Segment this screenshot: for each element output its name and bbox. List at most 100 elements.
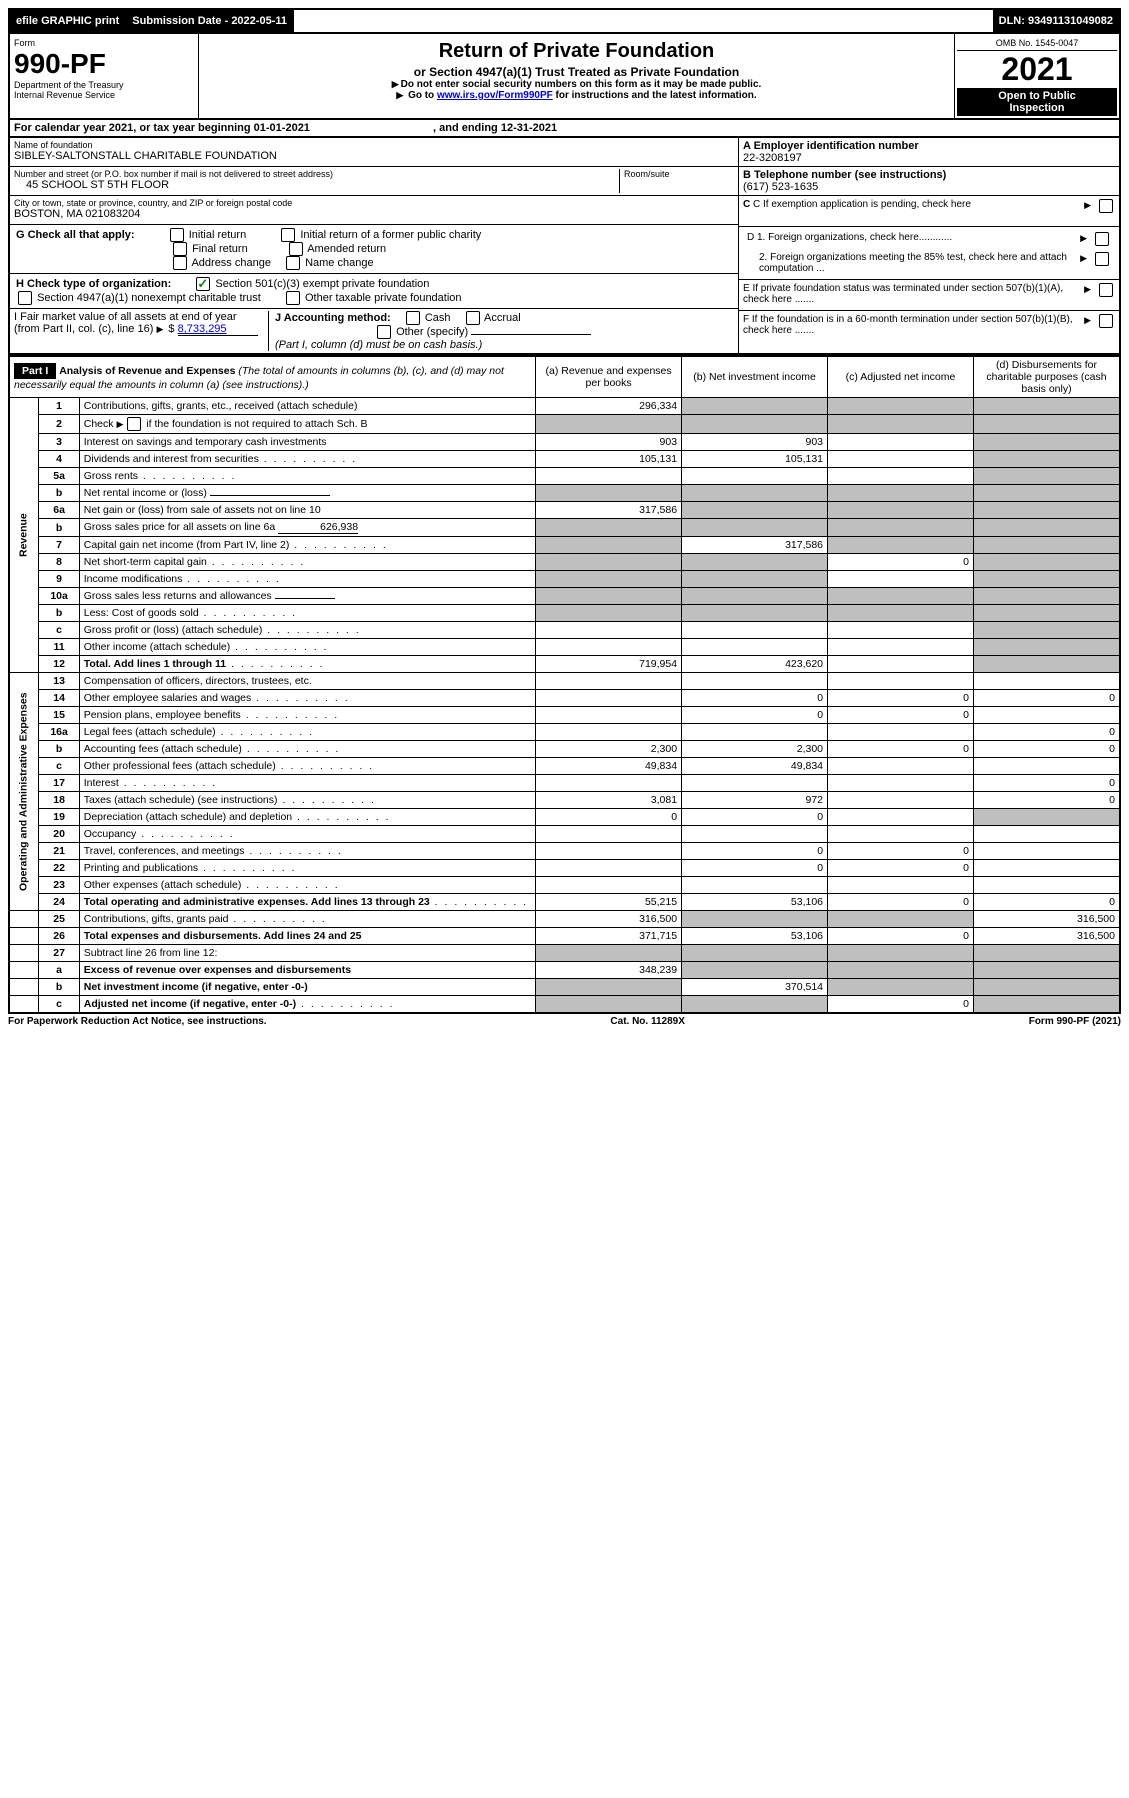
form-ref: Form 990-PF (2021): [1029, 1016, 1121, 1027]
checkbox-initial-former[interactable]: [281, 228, 295, 242]
checkbox-address-change[interactable]: [173, 256, 187, 270]
line-5b: b Net rental income or (loss): [9, 485, 1120, 502]
entity-left: Name of foundation SIBLEY-SALTONSTALL CH…: [10, 138, 739, 353]
entity-block: Name of foundation SIBLEY-SALTONSTALL CH…: [8, 138, 1121, 355]
address-row: Number and street (or P.O. box number if…: [10, 167, 738, 196]
checkbox-name-change[interactable]: [286, 256, 300, 270]
part1-badge: Part I: [14, 363, 56, 379]
ein-row: A Employer identification number 22-3208…: [739, 138, 1119, 167]
checkbox-amended-return[interactable]: [289, 242, 303, 256]
ein-value: 22-3208197: [743, 152, 802, 164]
entity-right: A Employer identification number 22-3208…: [739, 138, 1119, 353]
phone-value: (617) 523-1635: [743, 181, 818, 193]
checkbox-501c3[interactable]: [196, 277, 210, 291]
irs-label: Internal Revenue Service: [14, 90, 194, 100]
line-27b: b Net investment income (if negative, en…: [9, 979, 1120, 996]
form990pf-link[interactable]: www.irs.gov/Form990PF: [437, 90, 553, 101]
g-label: G Check all that apply:: [16, 229, 135, 241]
line-16c: c Other professional fees (attach schedu…: [9, 758, 1120, 775]
form-header: Form 990-PF Department of the Treasury I…: [8, 34, 1121, 120]
checkbox-initial-return[interactable]: [170, 228, 184, 242]
omb-number: OMB No. 1545-0047: [957, 36, 1117, 51]
line-1: Revenue 1 Contributions, gifts, grants, …: [9, 398, 1120, 415]
form-title: Return of Private Foundation: [203, 40, 950, 63]
line-21: 21 Travel, conferences, and meetings 0 0: [9, 843, 1120, 860]
form-number: 990-PF: [14, 48, 194, 80]
dept-treasury: Department of the Treasury: [14, 80, 194, 90]
header-right: OMB No. 1545-0047 2021 Open to Public In…: [955, 34, 1119, 118]
top-bar: efile GRAPHIC print Submission Date - 20…: [8, 8, 1121, 34]
checkbox-other-method[interactable]: [377, 325, 391, 339]
name-label: Name of foundation: [14, 140, 734, 150]
checkbox-f-60month[interactable]: [1099, 314, 1113, 328]
e-row: E If private foundation status was termi…: [739, 280, 1119, 311]
line-7: 7 Capital gain net income (from Part IV,…: [9, 537, 1120, 554]
d-row: D 1. Foreign organizations, check here..…: [739, 227, 1119, 280]
col-d-header: (d) Disbursements for charitable purpose…: [973, 356, 1120, 398]
checkbox-4947[interactable]: [18, 291, 32, 305]
note2-pre: Go to: [408, 90, 437, 101]
fmv-value[interactable]: 8,733,295: [178, 323, 258, 336]
col-b-header: (b) Net investment income: [682, 356, 828, 398]
city-state-zip: BOSTON, MA 021083204: [14, 208, 734, 220]
rental-income-line[interactable]: [210, 495, 330, 496]
checkbox-other-taxable[interactable]: [286, 291, 300, 305]
city-label: City or town, state or province, country…: [14, 198, 734, 208]
line-27c: c Adjusted net income (if negative, ente…: [9, 996, 1120, 1014]
city-row: City or town, state or province, country…: [10, 196, 738, 225]
note-ssn: Do not enter social security numbers on …: [203, 79, 950, 90]
part1-header-row: Part I Analysis of Revenue and Expenses …: [9, 356, 1120, 398]
line-11: 11 Other income (attach schedule): [9, 639, 1120, 656]
line-22: 22 Printing and publications 0 0: [9, 860, 1120, 877]
c-pending-row: C C If exemption application is pending,…: [739, 196, 1119, 227]
phone-label: B Telephone number (see instructions): [743, 169, 946, 181]
line-16b: b Accounting fees (attach schedule) 2,30…: [9, 741, 1120, 758]
form-word: Form: [14, 38, 194, 48]
checkbox-c-pending[interactable]: [1099, 199, 1113, 213]
line-6b: b Gross sales price for all assets on li…: [9, 519, 1120, 537]
col-c-header: (c) Adjusted net income: [828, 356, 974, 398]
tax-year: 2021: [957, 51, 1117, 88]
line-17: 17 Interest 0: [9, 775, 1120, 792]
col-a-header: (a) Revenue and expenses per books: [536, 356, 682, 398]
line-26: 26 Total expenses and disbursements. Add…: [9, 928, 1120, 945]
line-24: 24 Total operating and administrative ex…: [9, 894, 1120, 911]
street-address: 45 SCHOOL ST 5TH FLOOR: [14, 179, 619, 191]
j-label: J Accounting method:: [275, 312, 391, 324]
efile-print-label[interactable]: efile GRAPHIC print: [10, 10, 126, 32]
line-6a: 6a Net gain or (loss) from sale of asset…: [9, 502, 1120, 519]
checkbox-d1-foreign[interactable]: [1095, 232, 1109, 246]
phone-row: B Telephone number (see instructions) (6…: [739, 167, 1119, 196]
checkbox-d2-85pct[interactable]: [1095, 252, 1109, 266]
revenue-side-label: Revenue: [9, 398, 39, 673]
page-footer: For Paperwork Reduction Act Notice, see …: [8, 1014, 1121, 1029]
checkbox-cash[interactable]: [406, 311, 420, 325]
line-10b: b Less: Cost of goods sold: [9, 605, 1120, 622]
i-j-row: I Fair market value of all assets at end…: [10, 309, 738, 353]
expenses-side-label: Operating and Administrative Expenses: [9, 673, 39, 911]
line-27a: a Excess of revenue over expenses and di…: [9, 962, 1120, 979]
header-left: Form 990-PF Department of the Treasury I…: [10, 34, 199, 118]
checkbox-accrual[interactable]: [466, 311, 480, 325]
line-13: Operating and Administrative Expenses 13…: [9, 673, 1120, 690]
line-10c: c Gross profit or (loss) (attach schedul…: [9, 622, 1120, 639]
line-3: 3 Interest on savings and temporary cash…: [9, 434, 1120, 451]
foundation-name: SIBLEY-SALTONSTALL CHARITABLE FOUNDATION: [14, 150, 734, 162]
checkbox-final-return[interactable]: [173, 242, 187, 256]
checkbox-sch-b[interactable]: [127, 417, 141, 431]
line-20: 20 Occupancy: [9, 826, 1120, 843]
dln: DLN: 93491131049082: [993, 10, 1119, 32]
line-8: 8 Net short-term capital gain 0: [9, 554, 1120, 571]
line-27: 27 Subtract line 26 from line 12:: [9, 945, 1120, 962]
j-note: (Part I, column (d) must be on cash basi…: [275, 339, 482, 351]
other-specify-line[interactable]: [471, 334, 591, 335]
line-4: 4 Dividends and interest from securities…: [9, 451, 1120, 468]
part1-title: Analysis of Revenue and Expenses: [59, 365, 235, 377]
paperwork-notice: For Paperwork Reduction Act Notice, see …: [8, 1016, 267, 1027]
h-check-row: H Check type of organization: Section 50…: [10, 274, 738, 309]
g-check-row: G Check all that apply: Initial return I…: [10, 225, 738, 274]
line-2: 2 Check if the foundation is not require…: [9, 415, 1120, 434]
line-12: 12 Total. Add lines 1 through 11 719,954…: [9, 656, 1120, 673]
ein-label: A Employer identification number: [743, 140, 919, 152]
checkbox-e-terminated[interactable]: [1099, 283, 1113, 297]
